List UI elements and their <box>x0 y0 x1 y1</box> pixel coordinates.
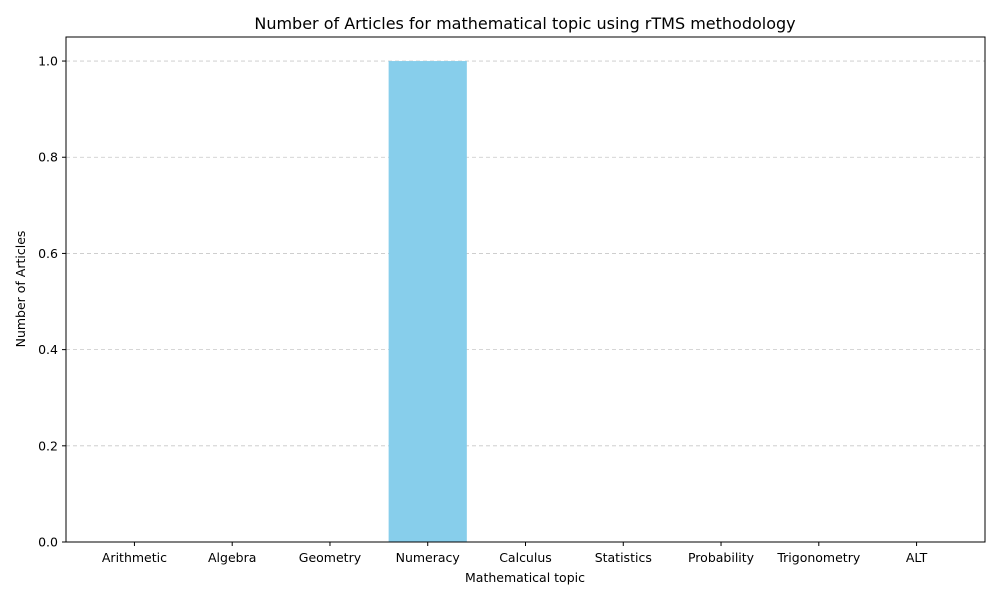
plot-frame <box>65 36 986 543</box>
y-tick-label: 0.0 <box>38 535 58 550</box>
y-tick-label: 0.8 <box>38 150 58 165</box>
x-tick-label: ALT <box>906 550 928 565</box>
bar-numeracy <box>388 61 467 543</box>
x-tick-label: Probability <box>688 550 755 565</box>
grid-layer <box>66 60 985 543</box>
x-tick-label: Algebra <box>208 550 256 565</box>
x-ticks-layer: Arithmetic Algebra Geometry Numeracy Calculu… <box>102 542 928 565</box>
bars-layer <box>388 61 467 543</box>
x-tick-label: Geometry <box>299 550 362 565</box>
y-ticks-layer: 0.0 0.2 0.4 0.6 0.8 1.0 <box>38 54 66 550</box>
y-axis-label: Number of Articles <box>13 231 28 348</box>
y-tick-label: 0.6 <box>38 246 58 261</box>
y-tick-label: 0.4 <box>38 342 58 357</box>
chart-title: Number of Articles for mathematical topi… <box>254 14 795 33</box>
axes-layer <box>65 36 986 543</box>
y-tick-label: 1.0 <box>38 54 58 69</box>
x-tick-label: Arithmetic <box>102 550 167 565</box>
y-tick-label: 0.2 <box>38 438 58 453</box>
x-tick-label: Calculus <box>499 550 552 565</box>
x-tick-label: Numeracy <box>396 550 461 565</box>
x-tick-label: Statistics <box>595 550 652 565</box>
x-tick-label: Trigonometry <box>776 550 860 565</box>
x-axis-label: Mathematical topic <box>465 570 585 585</box>
